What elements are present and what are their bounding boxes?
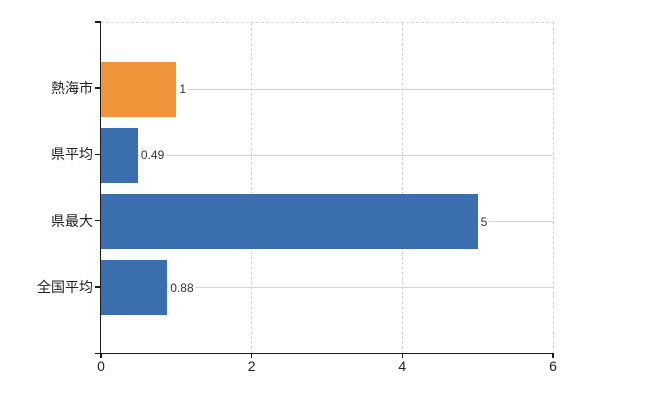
y-axis-tick	[95, 153, 101, 156]
bar	[101, 194, 478, 250]
y-axis-tick	[95, 219, 101, 222]
bar-value-label: 1	[177, 82, 189, 97]
category-label: 県平均	[51, 146, 93, 163]
y-axis-tick	[95, 286, 101, 288]
category-label: 全国平均	[37, 278, 93, 295]
category-label: 県最大	[51, 212, 93, 229]
gridline-h	[101, 287, 553, 289]
gridline-h	[101, 154, 553, 156]
bar	[101, 61, 177, 117]
bar-value-label: 0.49	[138, 148, 167, 163]
bar	[101, 127, 138, 183]
category-label: 熱海市	[51, 80, 93, 97]
y-axis-line	[99, 22, 101, 353]
gridline-h	[101, 88, 553, 90]
y-axis-tick	[95, 21, 101, 23]
x-tick-label: 6	[549, 358, 557, 374]
bar-value-label: 0.88	[168, 280, 196, 295]
gridline-v	[401, 23, 403, 354]
x-axis-tick	[250, 353, 253, 358]
gridline-v	[251, 23, 253, 354]
x-axis-tick	[401, 353, 404, 358]
x-tick-label: 0	[97, 358, 105, 374]
y-axis-tick	[95, 87, 101, 89]
x-axis-line	[95, 352, 553, 354]
x-axis-tick	[100, 353, 102, 358]
bar	[101, 260, 168, 316]
bar-value-label: 5	[478, 214, 490, 229]
x-axis-tick	[552, 353, 554, 358]
plot-area: 1 0.49 5 0.88	[101, 22, 554, 354]
x-tick-label: 2	[247, 358, 256, 374]
x-tick-label: 4	[398, 358, 407, 374]
